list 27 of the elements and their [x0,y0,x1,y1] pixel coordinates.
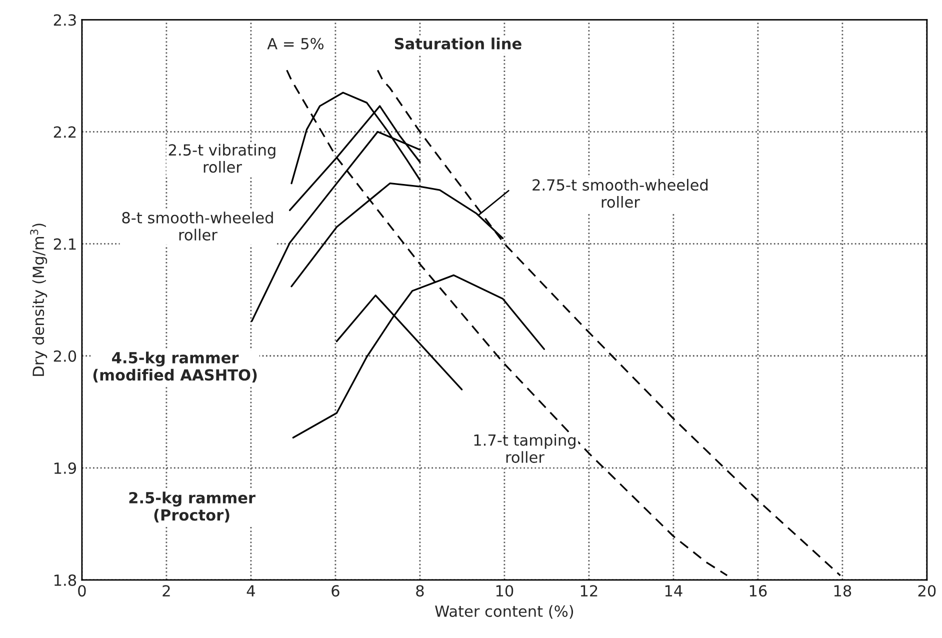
x-axis-title: Water content (%) [435,605,574,619]
annotation: 2.5-t vibrating roller [168,144,276,173]
y-tick-label: 2.1 [54,238,76,250]
annotation: 1.7-t tamping roller [474,434,576,463]
annotation: 2.5-kg rammer (Proctor) [129,492,256,523]
y-tick-label: 2.2 [54,126,76,138]
x-tick-label: 10 [496,585,514,597]
y-axis-title: Dry density (Mg/m$^{3}$) [30,224,48,376]
x-tick-label: 2 [162,585,170,596]
x-tick-label: 18 [834,585,852,597]
x-tick-label: 16 [750,585,767,597]
x-tick-label: 12 [580,585,598,596]
x-tick-label: 0 [78,585,86,597]
annotation: A = 5% [267,38,324,50]
y-tick-label: 1.8 [54,574,76,586]
x-tick-label: 20 [918,585,936,597]
x-tick-label: 6 [332,585,340,597]
x-tick-label: 8 [416,585,424,597]
x-tick-label: 14 [665,585,682,596]
y-tick-label: 1.9 [54,462,76,474]
annotation: Saturation line [394,38,522,50]
annotation: 2.75-t smooth-wheeled roller [532,178,708,208]
x-tick-label: 4 [246,585,255,596]
annotation: 4.5-kg rammer (modified AASHTO) [93,352,257,382]
y-tick-label: 2.3 [54,14,76,26]
y-tick-label: 2.0 [54,350,76,362]
annotation: 8-t smooth-wheeled roller [122,212,273,241]
